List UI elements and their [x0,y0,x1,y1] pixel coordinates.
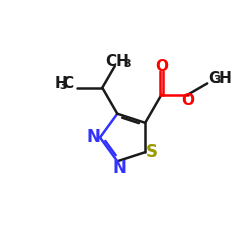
Text: N: N [113,158,127,176]
Text: N: N [86,128,100,146]
Text: C: C [63,76,74,91]
Text: O: O [181,93,194,108]
Text: S: S [146,143,158,161]
Text: 3: 3 [214,76,221,86]
Text: O: O [155,59,168,74]
Text: CH: CH [105,54,129,68]
Text: 3: 3 [123,58,130,68]
Text: H: H [55,76,68,91]
Text: CH: CH [208,71,232,86]
Text: 3: 3 [59,81,67,91]
